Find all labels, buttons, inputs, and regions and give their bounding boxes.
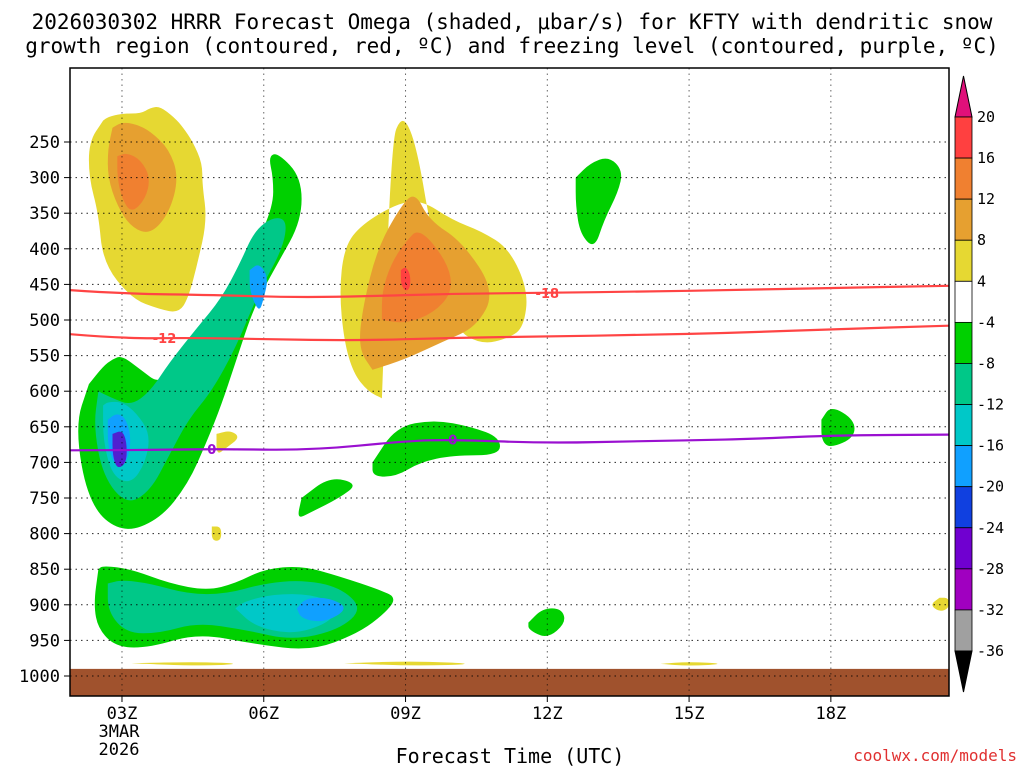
omega-region-upper-positive-09z: [340, 120, 527, 399]
omega-contour-w4-0: [216, 431, 238, 453]
colorbar-swatch-8: [954, 445, 973, 488]
x-axis-ticks: 03Z 06Z 09Z 12Z 15Z 18Z: [107, 696, 846, 724]
y-tick-label-250: 250: [29, 133, 60, 153]
grid-lines: [70, 68, 949, 696]
y-tick-label-350: 350: [29, 204, 60, 224]
colorbar-top-arrow: [954, 75, 973, 118]
x-tick-label-06Z: 06Z: [248, 704, 279, 724]
omega-contour-c4-2: [575, 158, 622, 245]
colorbar-label-7: -12: [977, 396, 1004, 414]
contour-m18-isotherm: [70, 284, 949, 299]
x-date-line2: 2026: [99, 740, 140, 760]
colorbar-swatch-0: [954, 116, 973, 159]
colorbar-swatch-3: [954, 239, 973, 282]
x-tick-label-12Z: 12Z: [532, 704, 563, 724]
chart-title-line2: growth region (contoured, red, ºC) and f…: [25, 34, 999, 58]
colorbar-swatch-1: [954, 157, 973, 200]
y-tick-label-850: 850: [29, 560, 60, 580]
temperature-contours: -18 -12 0 0: [70, 284, 949, 458]
colorbar-label-13: -36: [977, 642, 1004, 660]
chart-title-line1: 2026030302 HRRR Forecast Omega (shaded, …: [32, 10, 993, 34]
colorbar-swatch-5: [954, 321, 973, 364]
colorbar-swatch-7: [954, 404, 973, 447]
omega-contour-c4-4: [821, 409, 855, 447]
colorbar-swatch-6: [954, 363, 973, 405]
colorbar-label-10: -24: [977, 519, 1004, 537]
credit-text: coolwx.com/models: [853, 746, 1017, 765]
ground-surface: [70, 668, 949, 696]
omega-contour-w4-1: [211, 526, 222, 541]
y-tick-label-400: 400: [29, 240, 60, 260]
x-date-line1: 3MAR: [99, 722, 141, 742]
colorbar-label-2: 12: [977, 190, 995, 208]
plot-frame: [69, 67, 950, 697]
omega-region-upper-positive-0230z: [88, 107, 206, 312]
colorbar-label-6: -8: [977, 354, 995, 372]
omega-contour-w4-3: [131, 662, 234, 666]
omega-contour-c4-0: [372, 421, 500, 477]
contour-label-m12-isotherm-0: -12: [153, 332, 177, 347]
colorbar-label-8: -16: [977, 437, 1004, 455]
colorbar-label-1: 16: [977, 149, 995, 167]
x-tick-label-09Z: 09Z: [390, 704, 421, 724]
omega-contour-w4-2: [932, 597, 949, 611]
omega-contour-c16-5: [249, 265, 267, 309]
omega-contour-w4-0: [340, 120, 527, 399]
omega-contour-c4-1: [298, 479, 353, 517]
colorbar-label-12: -32: [977, 601, 1004, 619]
y-tick-label-800: 800: [29, 525, 60, 545]
x-tick-label-15Z: 15Z: [674, 704, 705, 724]
contour-m12-isotherm: [70, 324, 949, 342]
y-axis-ticks: 250 300 350 400 450 500 550 600 650 700 750 800 850 9…: [19, 133, 70, 687]
contour-label-m18-isotherm-0: -18: [536, 287, 560, 302]
omega-contour-c16-3: [296, 597, 344, 622]
y-tick-label-950: 950: [29, 631, 60, 651]
colorbar-swatch-10: [954, 527, 973, 570]
x-axis-label: Forecast Time (UTC): [396, 744, 625, 768]
x-tick-label-18Z: 18Z: [815, 704, 846, 724]
omega-region-isolated-cells: [298, 158, 855, 637]
colorbar: 20 16 12 8 4 -4 -8 -12 -16 -20 -24 -28 -32 -36: [954, 75, 1004, 693]
y-tick-label-600: 600: [29, 382, 60, 402]
colorbar-label-5: -4: [977, 313, 995, 331]
y-tick-label-1000: 1000: [19, 667, 60, 687]
contour-label-freezing-level-0: 0: [207, 443, 216, 458]
colorbar-label-4: 4: [977, 272, 986, 290]
colorbar-swatch-2: [954, 198, 973, 241]
colorbar-label-9: -20: [977, 478, 1004, 496]
y-tick-label-300: 300: [29, 169, 60, 189]
y-tick-label-450: 450: [29, 275, 60, 295]
colorbar-label-11: -28: [977, 560, 1004, 578]
omega-contour-w12-2: [117, 153, 149, 210]
y-tick-label-900: 900: [29, 596, 60, 616]
omega-contour-w4-4: [344, 661, 465, 666]
contour-freezing-level: [70, 433, 949, 452]
colorbar-label-0: 20: [977, 108, 995, 126]
y-tick-label-650: 650: [29, 418, 60, 438]
x-tick-label-03Z: 03Z: [107, 704, 138, 724]
omega-contour-w16-3: [400, 267, 411, 291]
y-tick-label-750: 750: [29, 489, 60, 509]
y-tick-label-500: 500: [29, 311, 60, 331]
colorbar-swatch-4: [954, 280, 973, 323]
y-tick-label-700: 700: [29, 453, 60, 473]
omega-contour-w4-5: [660, 662, 718, 666]
y-tick-label-550: 550: [29, 347, 60, 367]
colorbar-swatch-12: [954, 609, 973, 652]
omega-shading: [70, 107, 949, 696]
omega-region-small-positive: [131, 431, 949, 666]
colorbar-swatch-11: [954, 568, 973, 611]
omega-contour-c4-3: [528, 608, 565, 637]
omega-region-low-level-negative: [94, 566, 394, 649]
omega-contour-w12-2: [381, 232, 451, 323]
colorbar-bottom-arrow: [954, 650, 973, 693]
omega-region-cold-plume: [78, 154, 302, 529]
contour-label-freezing-level-1: 0: [448, 434, 457, 449]
colorbar-swatch-9: [954, 486, 973, 529]
colorbar-label-3: 8: [977, 231, 986, 249]
